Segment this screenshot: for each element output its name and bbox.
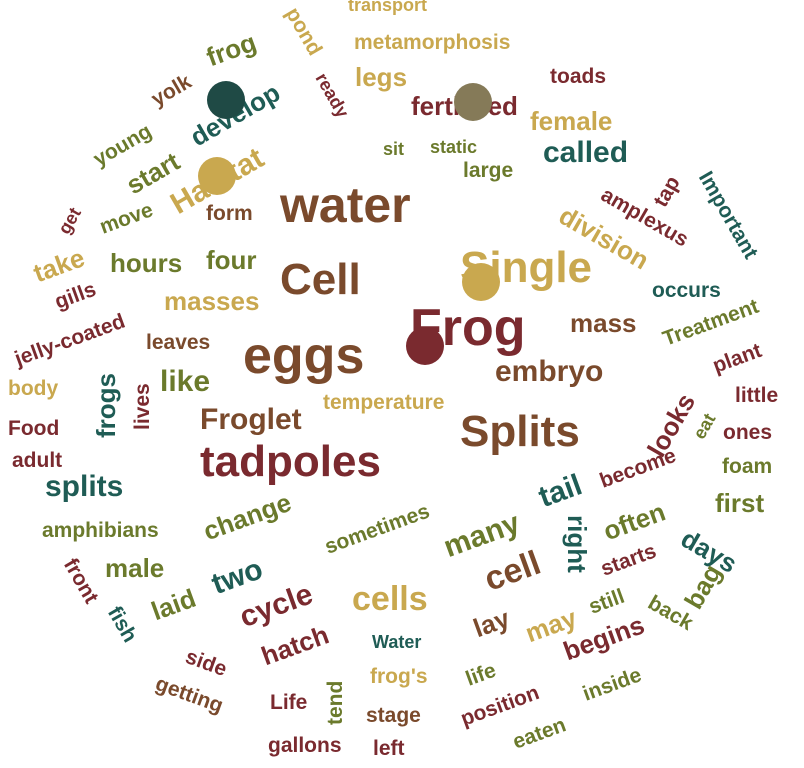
word-getting: getting [152, 672, 227, 718]
word-stage: stage [366, 704, 421, 727]
word-front: front [58, 554, 103, 608]
word-yolk: yolk [147, 70, 196, 112]
word-tail: tail [534, 468, 587, 515]
word-water: water [280, 177, 411, 233]
word-plant: plant [709, 338, 765, 378]
word-sometimes: sometimes [321, 499, 433, 559]
word-move: move [96, 198, 157, 239]
word-frog: frog [202, 26, 261, 73]
word-gallons: gallons [268, 734, 342, 757]
word-transport: transport [348, 0, 428, 15]
word-important: Important [693, 167, 763, 263]
word-life: life [462, 658, 500, 691]
word-right: right [562, 515, 592, 573]
word-metamorphosis: metamorphosis [354, 31, 511, 54]
word-toads: toads [550, 65, 607, 88]
word-cell: cell [479, 543, 546, 599]
marker-dot-maroon[interactable] [406, 327, 444, 365]
word-inside: inside [579, 663, 645, 706]
word-jelly-coated: jelly-coated [11, 309, 129, 371]
word-eat: eat [689, 409, 720, 443]
word-temperature: temperature [323, 391, 445, 414]
word-tadpoles: tadpoles [200, 437, 381, 486]
marker-dot-gold-left[interactable] [198, 157, 236, 195]
word-female: female [530, 106, 613, 136]
word-hours: hours [110, 248, 183, 278]
word-life-capital: Life [270, 691, 308, 714]
word-called: called [543, 136, 629, 169]
word-first: first [715, 488, 765, 518]
word-lay: lay [469, 602, 514, 644]
marker-dot-gray-olive[interactable] [454, 83, 492, 121]
word-change: change [199, 486, 296, 547]
word-often: often [599, 496, 670, 547]
word-mass: mass [570, 308, 637, 338]
word-get: get [54, 204, 85, 238]
word-embryo: embryo [495, 355, 604, 388]
word-cell-big: Cell [280, 255, 361, 304]
word-take: take [29, 242, 89, 289]
word-legs: legs [355, 62, 408, 92]
word-adult: adult [12, 449, 63, 472]
word-like: like [160, 365, 211, 398]
word-form: form [206, 202, 253, 225]
word-occurs: occurs [652, 279, 721, 302]
word-pond: pond [280, 3, 327, 60]
word-become: become [596, 443, 680, 493]
word-tend: tend [324, 680, 347, 725]
word-static: static [430, 137, 478, 157]
word-masses: masses [164, 286, 260, 316]
word-froglet: Froglet [200, 403, 302, 436]
word-tap: tap [649, 172, 685, 211]
word-gills: gills [51, 277, 100, 314]
word-still: still [585, 584, 628, 619]
word-frogs-apostrophe: frog's [370, 665, 428, 688]
word-leaves: leaves [146, 331, 211, 354]
word-ready: ready [311, 69, 353, 122]
word-sit: sit [383, 139, 405, 159]
word-splits: splits [45, 470, 124, 503]
word-eaten: eaten [509, 713, 570, 754]
word-starts: starts [597, 539, 660, 581]
word-water-small: Water [372, 632, 422, 652]
word-amphibians: amphibians [42, 519, 159, 542]
word-two: two [207, 552, 268, 602]
word-little: little [735, 384, 779, 407]
marker-dot-gold-right[interactable] [462, 263, 500, 301]
word-lives: lives [131, 383, 154, 430]
marker-dot-dark-teal[interactable] [207, 81, 245, 119]
word-large: large [463, 159, 514, 182]
word-splits-big: Splits [460, 407, 580, 456]
word-foam: foam [722, 455, 773, 478]
word-cells: cells [352, 580, 428, 618]
word-side: side [182, 645, 230, 682]
word-ones: ones [723, 421, 773, 444]
word-male: male [105, 553, 165, 583]
word-hatch: hatch [257, 619, 333, 672]
word-four: four [206, 245, 257, 275]
word-left: left [373, 737, 405, 760]
word-frogs: frogs [91, 373, 121, 438]
word-food: Food [8, 417, 60, 440]
word-laid: laid [147, 582, 200, 627]
word-body: body [8, 377, 59, 400]
word-fish: fish [102, 602, 142, 647]
word-eggs: eggs [243, 327, 365, 385]
